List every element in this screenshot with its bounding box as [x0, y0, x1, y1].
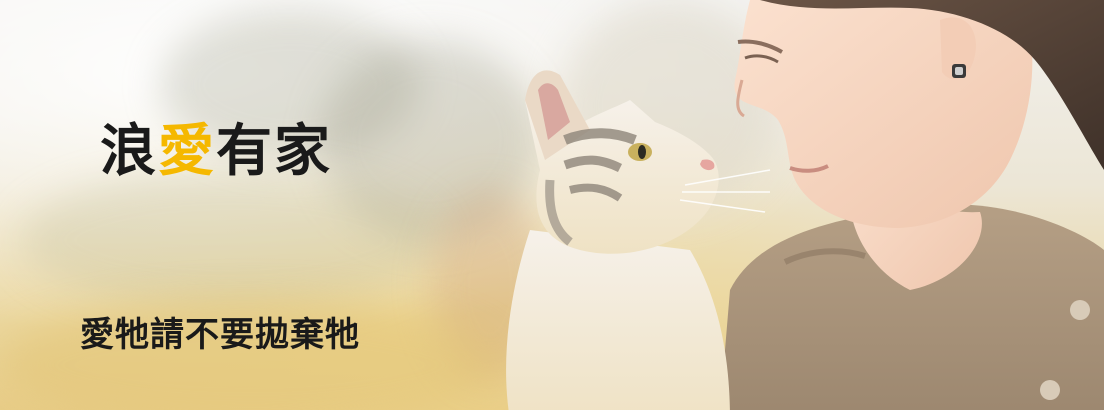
background-blur-shape	[160, 10, 420, 160]
background-blur-shape	[20, 170, 440, 310]
headline: 浪愛有家	[100, 112, 332, 192]
tagline: 愛牠請不要拋棄牠	[80, 315, 360, 355]
cat-photo	[506, 70, 771, 410]
headline-part2: 有家	[216, 119, 332, 184]
headline-accent: 愛	[158, 119, 216, 184]
background-blur-shape	[320, 40, 540, 240]
background-blur-shape	[0, 300, 500, 410]
headline-part1: 浪	[100, 119, 158, 184]
woman-photo	[720, 0, 1104, 410]
